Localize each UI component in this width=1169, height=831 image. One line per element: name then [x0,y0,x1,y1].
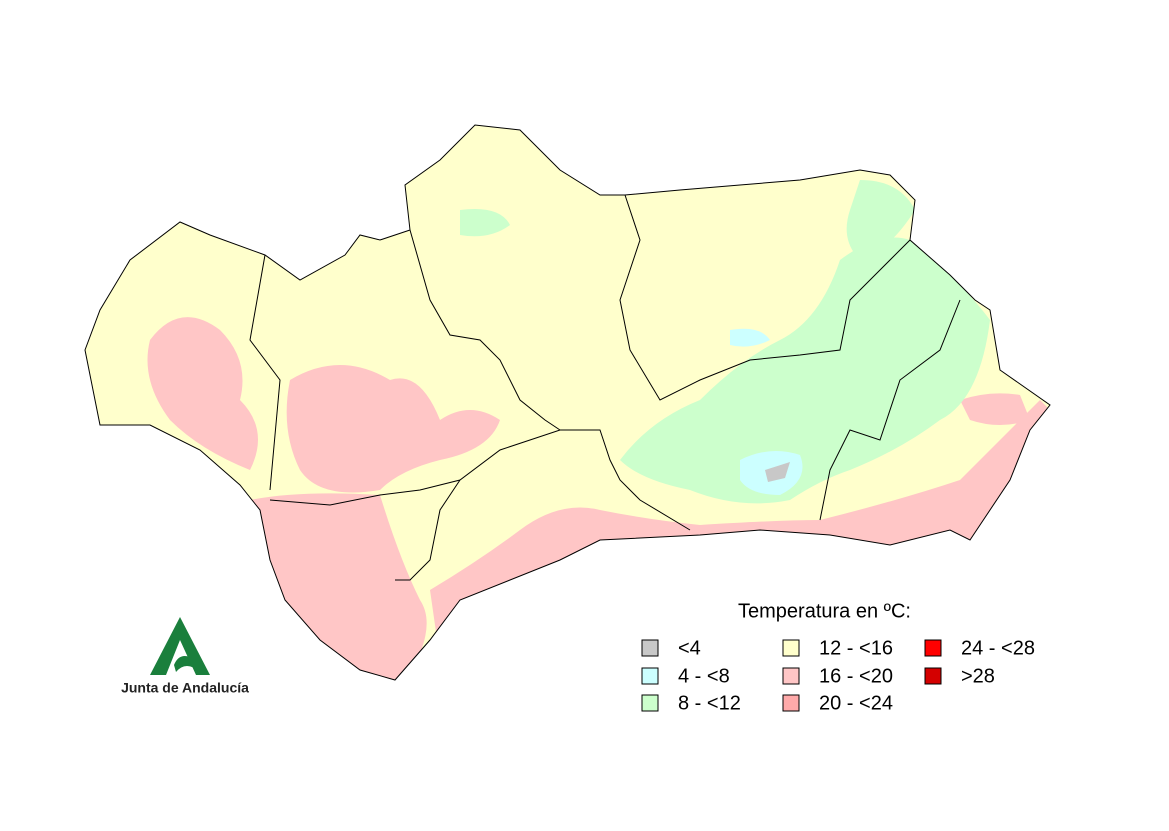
legend-title: Temperatura en ºC: [738,600,911,622]
legend-label: 20 - <24 [819,692,893,714]
logo-text: Junta de Andalucía [121,680,249,696]
legend-label: 16 - <20 [819,665,893,687]
legend-label: 12 - <16 [819,637,893,659]
temperature-map [85,125,1050,680]
legend-label: 24 - <28 [961,637,1035,659]
legend-swatch [641,694,659,712]
legend-swatch [924,639,942,657]
legend: Temperatura en ºC: <4 4 - <8 8 - <12 12 - <… [641,600,1035,714]
region-outline [84,124,1051,681]
legend-label: >28 [961,665,995,687]
legend-label: 8 - <12 [678,692,741,714]
legend-swatch [641,639,659,657]
legend-swatch [782,694,800,712]
province-borders [249,194,961,581]
legend-swatch [782,639,800,657]
legend-label: 4 - <8 [678,665,730,687]
legend-swatch [782,667,800,685]
logo: Junta de Andalucía [121,617,249,696]
legend-swatch [924,667,942,685]
legend-swatch [641,667,659,685]
legend-label: <4 [678,637,701,659]
